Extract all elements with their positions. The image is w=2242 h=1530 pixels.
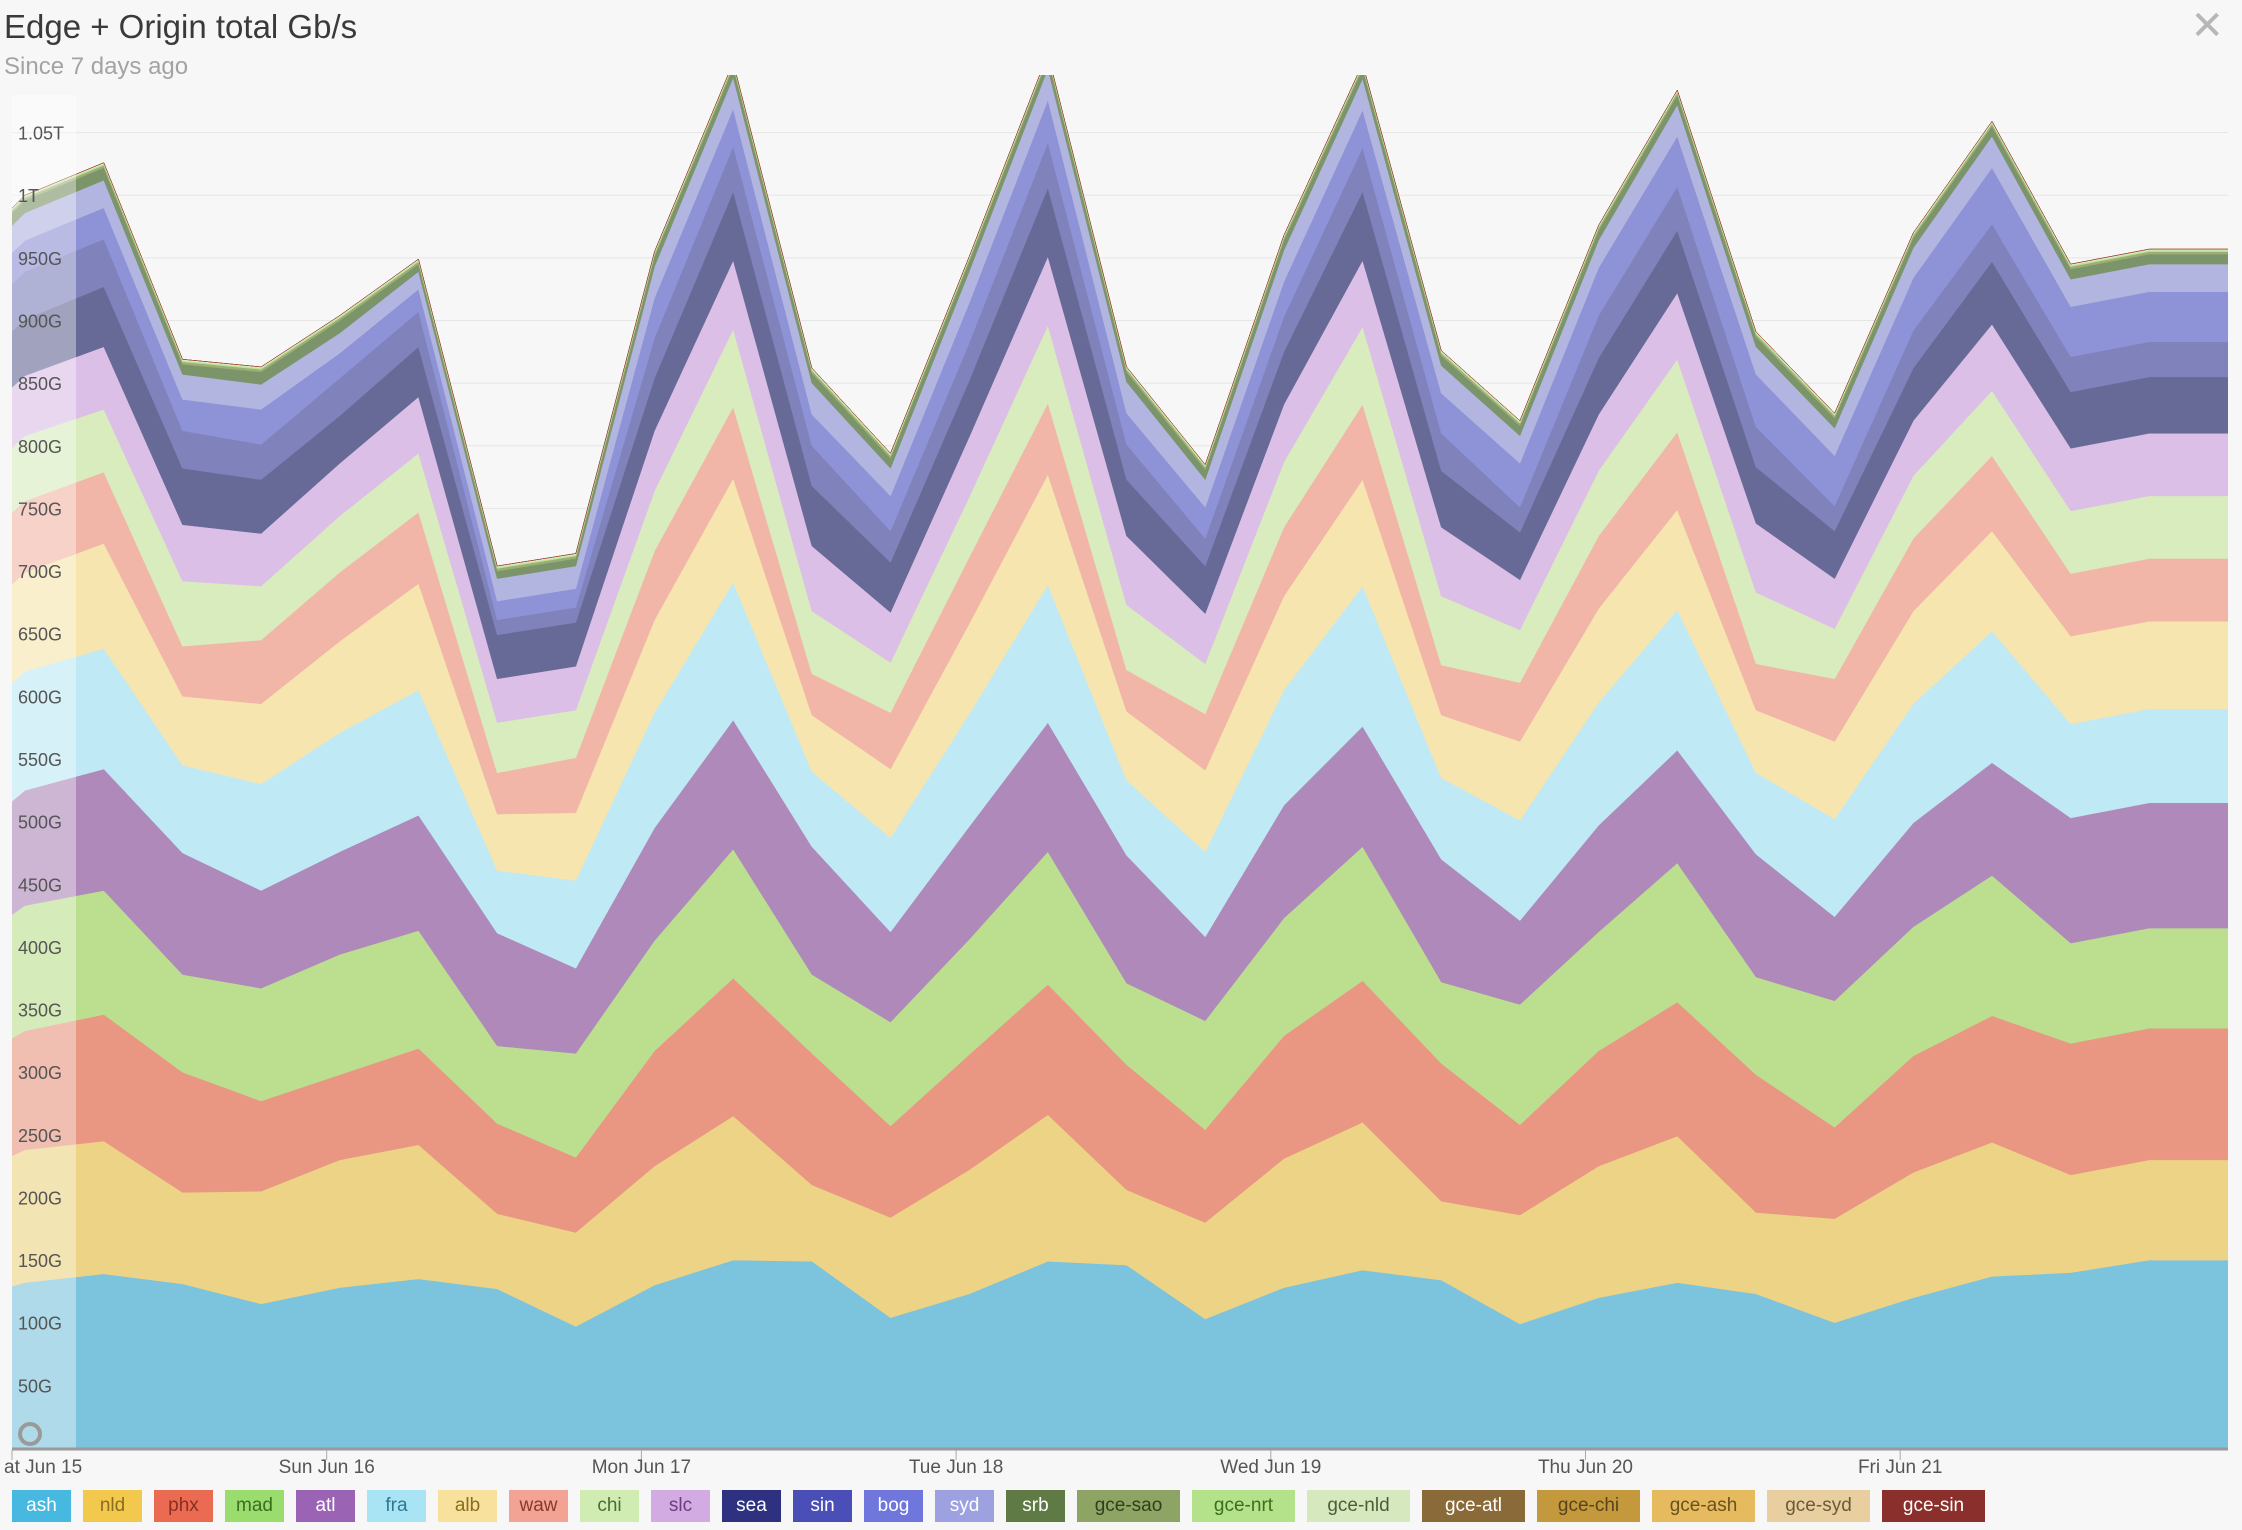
legend-item-mad[interactable]: mad: [225, 1490, 284, 1522]
legend-item-sin[interactable]: sin: [793, 1490, 852, 1522]
y-tick-label: 100G: [18, 1314, 62, 1334]
legend-item-phx[interactable]: phx: [154, 1490, 213, 1522]
area-series-gce-sin: [12, 75, 2228, 567]
y-tick-label: 950G: [18, 249, 62, 269]
legend-item-gce-sin[interactable]: gce-sin: [1882, 1490, 1985, 1522]
y-tick-label: 350G: [18, 1001, 62, 1021]
legend-item-waw[interactable]: waw: [509, 1490, 568, 1522]
y-tick-label: 900G: [18, 312, 62, 332]
legend-item-chi[interactable]: chi: [580, 1490, 639, 1522]
y-tick-label: 600G: [18, 687, 62, 707]
y-tick-label: 1T: [18, 186, 39, 206]
legend-item-alb[interactable]: alb: [438, 1490, 497, 1522]
x-tick-label: Sun Jun 16: [279, 1457, 375, 1478]
x-tick-label: Fri Jun 21: [1858, 1457, 1942, 1478]
chart-subtitle: Since 7 days ago: [4, 53, 189, 80]
legend-item-gce-atl[interactable]: gce-atl: [1422, 1490, 1525, 1522]
area-series-gce-nrt: [12, 75, 2228, 569]
y-tick-label: 50G: [18, 1376, 52, 1396]
y-tick-label: 750G: [18, 499, 62, 519]
legend-item-nld[interactable]: nld: [83, 1490, 142, 1522]
legend-item-fra[interactable]: fra: [367, 1490, 426, 1522]
legend-item-gce-syd[interactable]: gce-syd: [1767, 1490, 1870, 1522]
y-tick-label: 800G: [18, 437, 62, 457]
y-tick-label: 300G: [18, 1063, 62, 1083]
y-tick-label: 400G: [18, 938, 62, 958]
legend-item-gce-nrt[interactable]: gce-nrt: [1192, 1490, 1295, 1522]
x-tick-label: Mon Jun 17: [592, 1457, 691, 1478]
legend-item-slc[interactable]: slc: [651, 1490, 710, 1522]
brush-overlay: [12, 95, 76, 1448]
legend-item-bog[interactable]: bog: [864, 1490, 923, 1522]
legend-item-atl[interactable]: atl: [296, 1490, 355, 1522]
x-tick-label: Thu Jun 20: [1538, 1457, 1633, 1478]
y-tick-label: 850G: [18, 374, 62, 394]
x-tick-label: at Jun 15: [4, 1457, 82, 1478]
legend-item-ash[interactable]: ash: [12, 1490, 71, 1522]
y-tick-label: 450G: [18, 875, 62, 895]
chart-title: Edge + Origin total Gb/s: [4, 8, 358, 45]
legend-item-syd[interactable]: syd: [935, 1490, 994, 1522]
legend-item-gce-nld[interactable]: gce-nld: [1307, 1490, 1410, 1522]
y-tick-label: 550G: [18, 750, 62, 770]
y-tick-label: 150G: [18, 1251, 62, 1271]
y-tick-label: 1.05T: [18, 124, 64, 144]
legend-item-gce-chi[interactable]: gce-chi: [1537, 1490, 1640, 1522]
x-tick-label: Wed Jun 19: [1220, 1457, 1321, 1478]
x-tick-label: Tue Jun 18: [909, 1457, 1003, 1478]
y-tick-label: 650G: [18, 625, 62, 645]
y-tick-label: 200G: [18, 1188, 62, 1208]
brush-handle-icon: [18, 1422, 42, 1446]
legend-item-gce-ash[interactable]: gce-ash: [1652, 1490, 1755, 1522]
close-icon[interactable]: ✕: [2190, 4, 2224, 48]
y-tick-label: 700G: [18, 562, 62, 582]
legend-item-gce-sao[interactable]: gce-sao: [1077, 1490, 1180, 1522]
legend-item-sea[interactable]: sea: [722, 1490, 781, 1522]
area-series-gce-nld: [12, 75, 2228, 568]
area-series-gce-sao: [12, 75, 2228, 572]
y-tick-label: 250G: [18, 1126, 62, 1146]
legend-item-srb[interactable]: srb: [1006, 1490, 1065, 1522]
y-tick-label: 500G: [18, 813, 62, 833]
area-series-srb: [12, 75, 2228, 579]
